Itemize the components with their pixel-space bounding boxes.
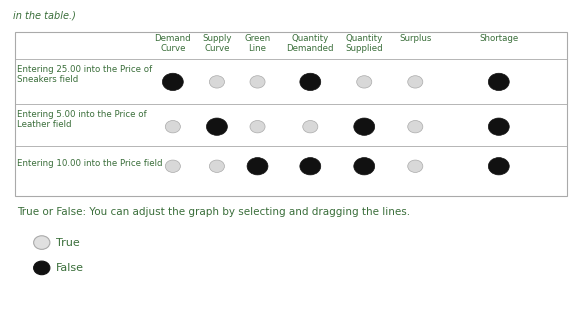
Text: Entering 10.00 into the Price field: Entering 10.00 into the Price field: [17, 159, 163, 167]
Text: Supply
Curve: Supply Curve: [202, 34, 231, 53]
Text: Surplus: Surplus: [399, 34, 432, 43]
Text: True: True: [56, 238, 80, 248]
Text: Demand
Curve: Demand Curve: [154, 34, 191, 53]
Text: Shortage: Shortage: [479, 34, 519, 43]
Text: Quantity
Supplied: Quantity Supplied: [346, 34, 383, 53]
Text: Green
Line: Green Line: [244, 34, 271, 53]
Text: in the table.): in the table.): [13, 11, 75, 21]
Text: False: False: [56, 263, 84, 273]
Text: Entering 25.00 into the Price of
Sneakers field: Entering 25.00 into the Price of Sneaker…: [17, 65, 153, 84]
Text: True or False: You can adjust the graph by selecting and dragging the lines.: True or False: You can adjust the graph …: [17, 207, 411, 217]
Text: Entering 5.00 into the Price of
Leather field: Entering 5.00 into the Price of Leather …: [17, 110, 147, 129]
Text: Quantity
Demanded: Quantity Demanded: [287, 34, 334, 53]
